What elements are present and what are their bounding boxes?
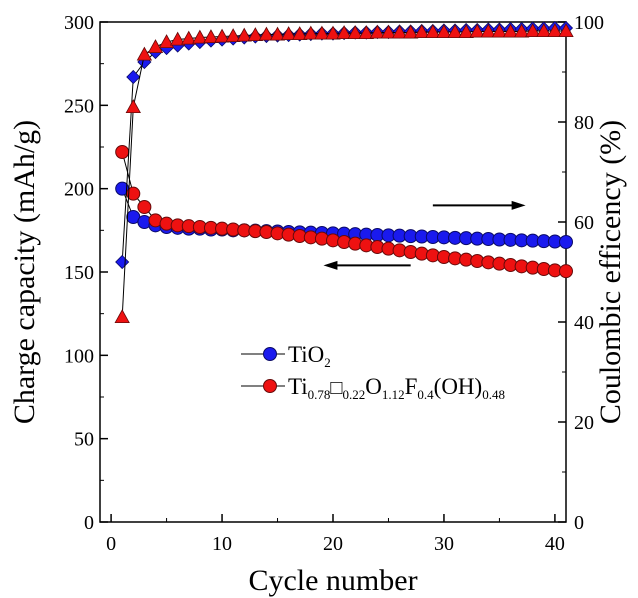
series-layer	[114, 20, 574, 324]
series-line	[121, 151, 567, 272]
left-tick-label: 150	[64, 262, 94, 284]
data-point	[115, 254, 130, 270]
data-point	[325, 25, 341, 40]
x-tick-label: 0	[106, 533, 116, 555]
arrow-right	[432, 200, 526, 210]
data-point	[525, 23, 541, 37]
data-point	[280, 26, 297, 40]
data-point	[547, 23, 563, 37]
data-point	[214, 28, 230, 43]
x-axis-label: Cycle number	[248, 564, 417, 597]
data-point	[147, 39, 164, 53]
data-point	[336, 25, 352, 39]
data-point	[559, 235, 573, 249]
right-tick-label: 0	[574, 512, 584, 534]
legend-label-tio2: TiO2	[288, 342, 331, 370]
data-point	[414, 24, 430, 38]
data-point	[536, 23, 552, 37]
left-axis: 0 50 100 150 200 250 300	[64, 12, 108, 534]
right-tick-label: 20	[574, 412, 594, 434]
legend-label-doped: Ti0.78□0.22O1.12F0.4(OH)0.48	[288, 374, 505, 402]
data-point	[181, 30, 197, 45]
right-tick-label: 60	[574, 212, 594, 234]
data-point	[258, 26, 275, 41]
right-tick-label: 80	[574, 112, 594, 134]
data-point	[513, 23, 530, 38]
right-tick-label: 100	[574, 12, 604, 34]
data-point	[169, 31, 186, 46]
data-point	[347, 25, 363, 39]
legend-entry-doped: Ti0.78□0.22O1.12F0.4(OH)0.48	[241, 374, 505, 402]
data-point	[247, 27, 264, 41]
data-point	[158, 34, 175, 48]
data-point	[559, 264, 573, 279]
x-tick-label: 40	[545, 533, 565, 555]
data-point	[425, 24, 441, 38]
data-point	[269, 26, 286, 41]
legend-marker-doped	[263, 379, 277, 393]
data-point	[236, 27, 252, 42]
data-point	[402, 24, 419, 39]
data-point	[369, 24, 386, 39]
data-point	[314, 25, 330, 40]
right-axis: 0 20 40 60 80 100	[558, 12, 604, 534]
left-tick-label: 100	[64, 345, 94, 367]
data-point	[192, 29, 208, 44]
data-point	[137, 200, 152, 214]
x-tick-label: 30	[434, 533, 454, 555]
data-point	[558, 23, 574, 37]
data-point	[125, 99, 141, 113]
data-point	[126, 69, 141, 85]
legend-entry-tio2: TiO2	[241, 342, 331, 370]
left-tick-label: 200	[64, 179, 94, 201]
series-4	[114, 23, 574, 324]
data-point	[491, 23, 508, 38]
annotation-arrows	[323, 200, 526, 270]
data-point	[458, 24, 474, 38]
left-tick-label: 0	[84, 512, 94, 534]
left-tick-label: 300	[64, 12, 94, 34]
left-axis-label: Charge capacity (mAh/g)	[8, 120, 41, 424]
legend-marker-tio2	[263, 347, 277, 361]
data-point	[502, 23, 519, 38]
left-tick-label: 250	[64, 95, 94, 117]
right-axis-label: Coulombic efficency (%)	[594, 120, 627, 424]
right-tick-label: 40	[574, 312, 594, 334]
data-point	[115, 145, 130, 159]
series-2	[115, 145, 573, 279]
left-tick-label: 50	[74, 429, 94, 451]
data-point	[391, 24, 408, 39]
x-axis: 0 10 20 30 40	[106, 514, 565, 555]
arrow-left	[323, 260, 411, 270]
plot-frame	[99, 21, 567, 523]
data-point	[114, 309, 130, 324]
data-point	[480, 23, 497, 38]
data-point	[436, 24, 452, 38]
series-line	[121, 30, 566, 318]
data-point	[292, 26, 308, 40]
x-tick-label: 20	[323, 533, 343, 555]
x-tick-label: 10	[212, 533, 232, 555]
data-point	[203, 29, 219, 43]
data-point	[380, 24, 397, 39]
data-point	[358, 25, 374, 39]
data-point	[136, 46, 153, 61]
data-point	[303, 25, 319, 40]
legend: TiO2 Ti0.78□0.22O1.12F0.4(OH)0.48	[241, 342, 505, 402]
data-point	[225, 28, 241, 42]
data-point	[447, 24, 463, 38]
data-point	[469, 23, 485, 38]
